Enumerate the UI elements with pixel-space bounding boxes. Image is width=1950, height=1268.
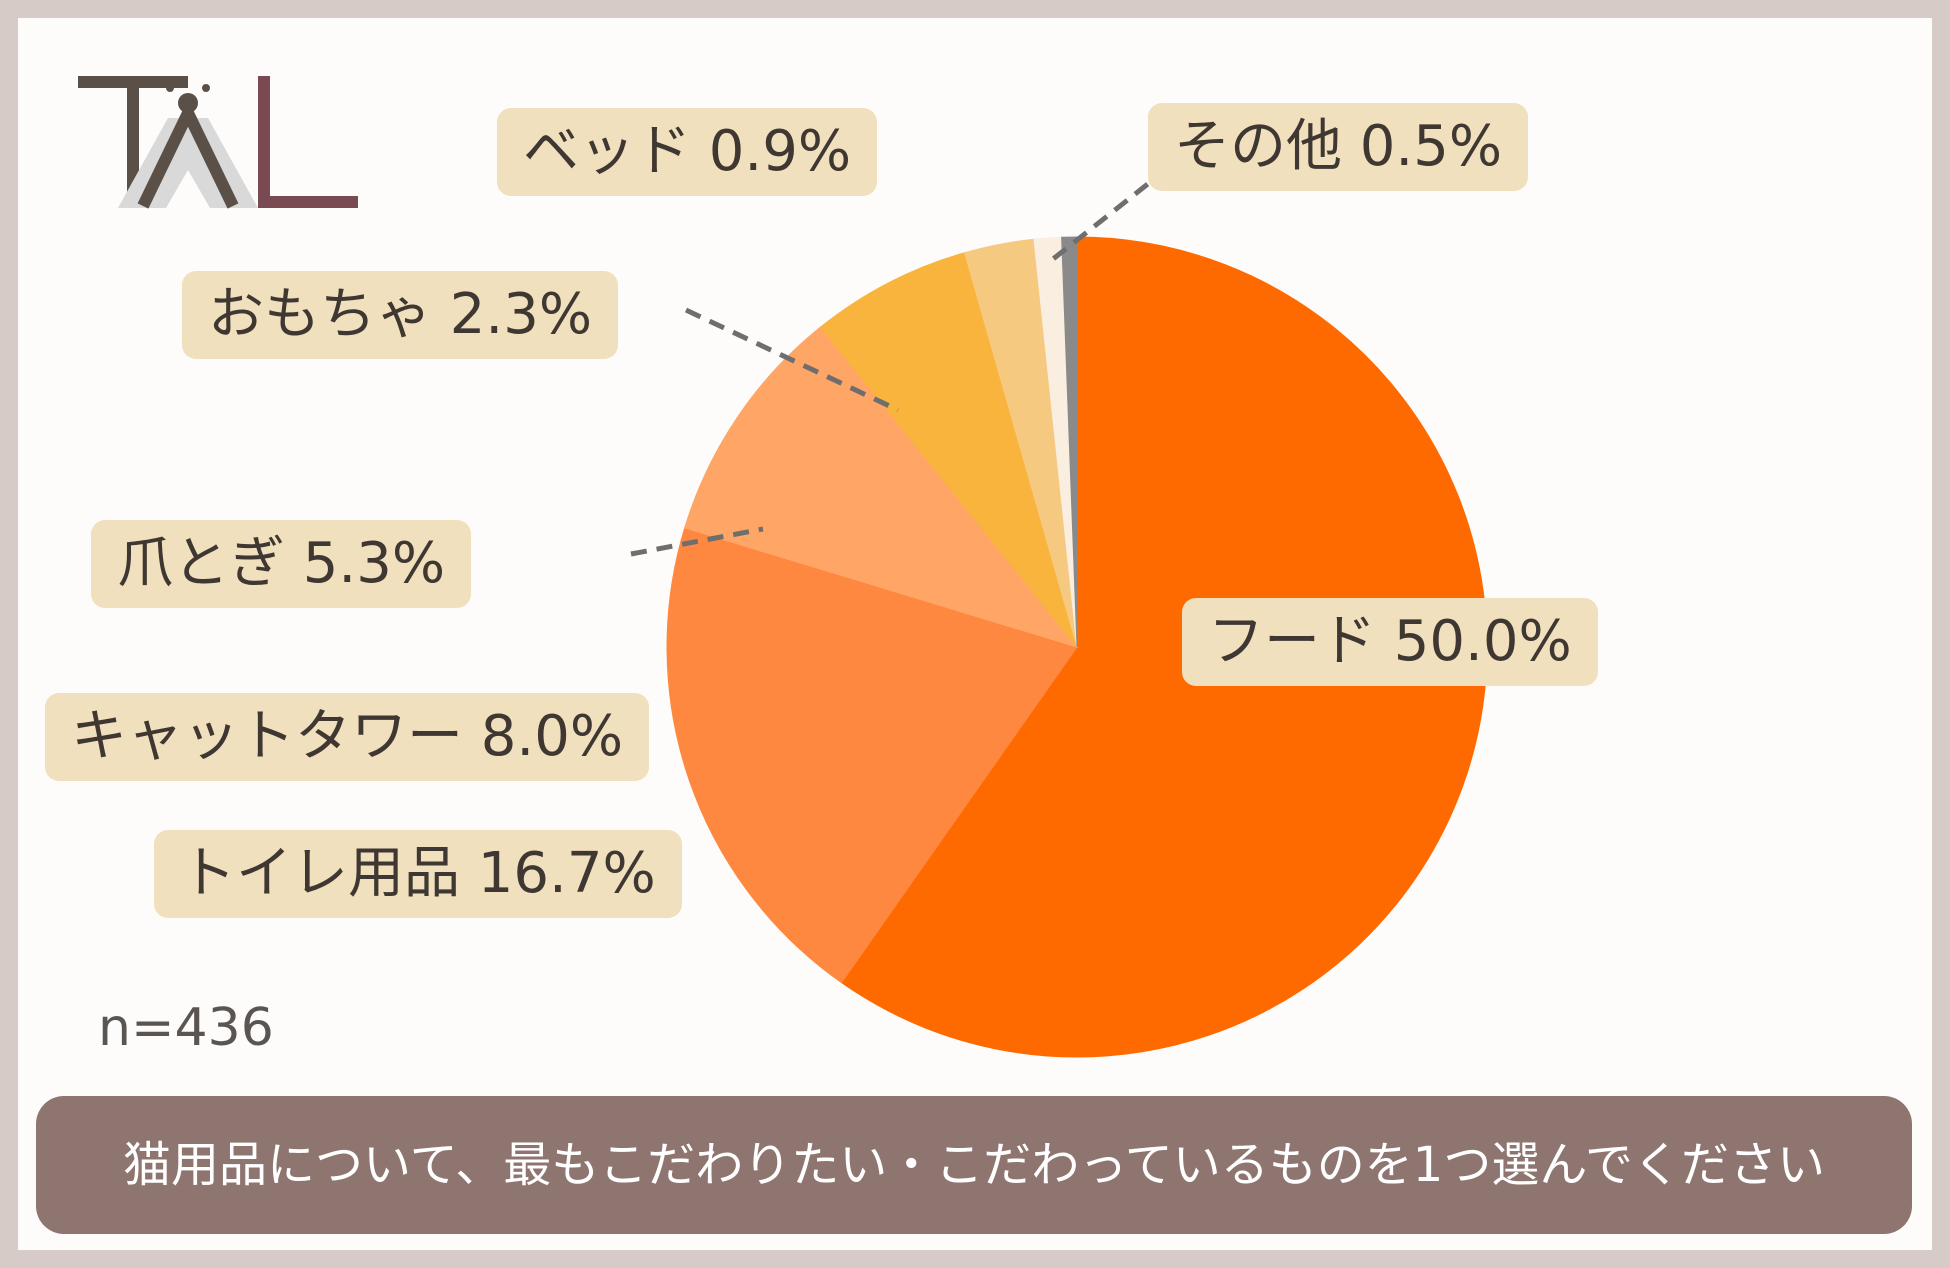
- slice-label-scratcher: 爪とぎ 5.3%: [91, 520, 472, 608]
- tal-logo: [78, 76, 358, 209]
- survey-question: 猫用品について、最もこだわりたい・こだわっているものを1つ選んでください: [36, 1096, 1912, 1234]
- chart-frame: フード 50.0% トイレ用品 16.7% キャットタワー 8.0% 爪とぎ 5…: [18, 18, 1932, 1250]
- pie-slice-3: [819, 252, 1078, 648]
- pie-slice-0: [840, 236, 1488, 1058]
- pie-chart: [630, 166, 1488, 1058]
- slice-label-food: フード 50.0%: [1182, 598, 1598, 686]
- slice-label-litter: トイレ用品 16.7%: [154, 830, 682, 918]
- sample-size: n=436: [98, 998, 274, 1058]
- slice-label-other: その他 0.5%: [1148, 103, 1529, 191]
- pie-slice-1: [666, 527, 1078, 984]
- leader-line-3: [630, 526, 764, 557]
- slice-label-cat-tower: キャットタワー 8.0%: [45, 693, 650, 781]
- leader-line-4: [684, 307, 900, 413]
- slice-label-toys: おもちゃ 2.3%: [182, 271, 619, 359]
- pie-slice-2: [684, 326, 1079, 648]
- slice-label-bed: ベッド 0.9%: [497, 108, 878, 196]
